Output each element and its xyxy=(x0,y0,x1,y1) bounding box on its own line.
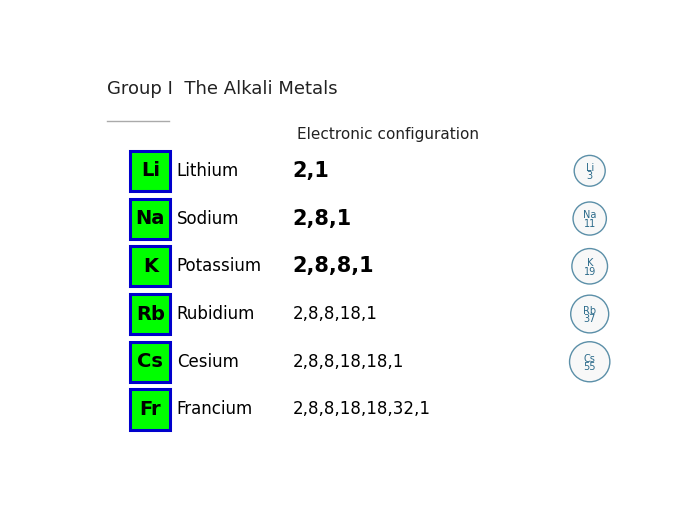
Text: 2,8,8,1: 2,8,8,1 xyxy=(293,256,374,276)
Text: Rb: Rb xyxy=(136,304,164,323)
Text: Fr: Fr xyxy=(139,400,161,419)
FancyBboxPatch shape xyxy=(130,151,170,191)
FancyBboxPatch shape xyxy=(130,246,170,286)
Text: 2,1: 2,1 xyxy=(293,161,330,181)
FancyBboxPatch shape xyxy=(130,390,170,429)
Circle shape xyxy=(570,295,609,333)
Text: Cs: Cs xyxy=(584,354,596,364)
Text: 3: 3 xyxy=(587,171,593,181)
Text: 37: 37 xyxy=(584,314,596,324)
Circle shape xyxy=(574,155,606,186)
FancyBboxPatch shape xyxy=(130,198,170,238)
Text: 19: 19 xyxy=(584,267,596,277)
Circle shape xyxy=(573,202,606,235)
Text: Francium: Francium xyxy=(176,401,253,418)
Text: 2,8,8,18,1: 2,8,8,18,1 xyxy=(293,305,378,323)
Text: 55: 55 xyxy=(584,362,596,372)
FancyBboxPatch shape xyxy=(130,342,170,382)
Circle shape xyxy=(570,342,610,382)
Text: K: K xyxy=(143,257,158,276)
Text: Potassium: Potassium xyxy=(176,257,262,275)
Text: 2,8,8,18,18,32,1: 2,8,8,18,18,32,1 xyxy=(293,401,431,418)
Text: 11: 11 xyxy=(584,219,596,229)
Text: Cesium: Cesium xyxy=(176,353,239,371)
Text: 2,8,1: 2,8,1 xyxy=(293,208,352,228)
Text: 2,8,8,18,18,1: 2,8,8,18,18,1 xyxy=(293,353,405,371)
Text: Na: Na xyxy=(583,211,596,220)
Text: Li: Li xyxy=(586,163,594,173)
Text: Cs: Cs xyxy=(137,352,163,371)
Text: Group I  The Alkali Metals: Group I The Alkali Metals xyxy=(107,80,337,98)
Circle shape xyxy=(572,248,608,284)
Text: Na: Na xyxy=(136,209,165,228)
Text: Rb: Rb xyxy=(583,306,596,316)
Text: Sodium: Sodium xyxy=(176,209,239,227)
Text: Lithium: Lithium xyxy=(176,162,239,180)
Text: Rubidium: Rubidium xyxy=(176,305,255,323)
Text: Electronic configuration: Electronic configuration xyxy=(297,127,479,142)
Text: K: K xyxy=(587,258,593,268)
FancyBboxPatch shape xyxy=(130,294,170,334)
Text: Li: Li xyxy=(141,161,160,180)
